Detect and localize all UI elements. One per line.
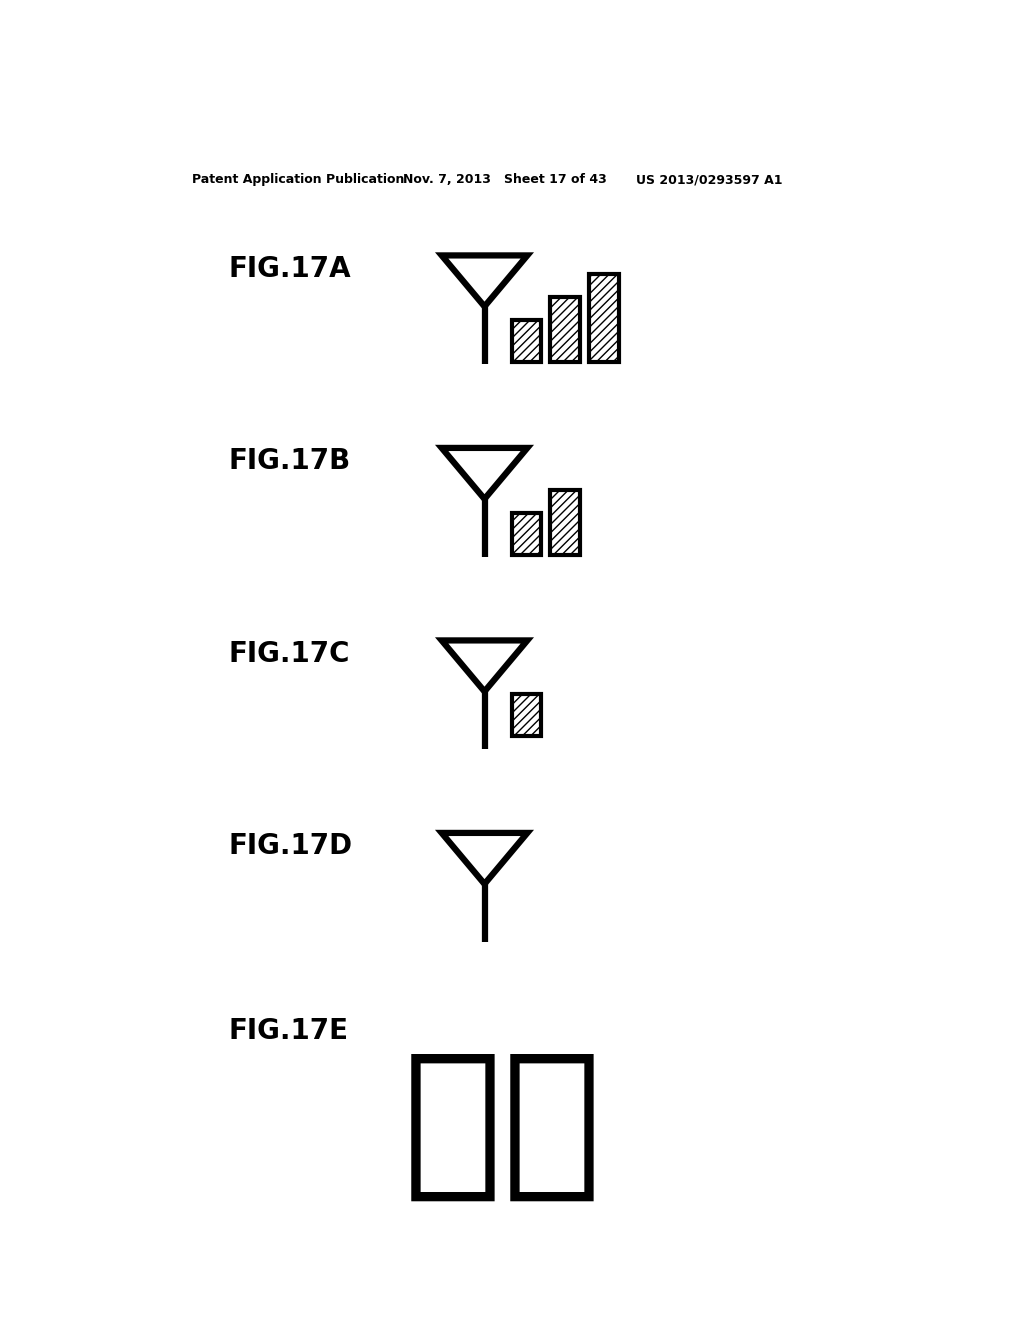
Text: FIG.17D: FIG.17D bbox=[228, 832, 353, 861]
Text: FIG.17B: FIG.17B bbox=[228, 447, 351, 475]
Text: FIG.17A: FIG.17A bbox=[228, 255, 351, 282]
Bar bbox=[512, 321, 541, 363]
Text: US 2013/0293597 A1: US 2013/0293597 A1 bbox=[636, 173, 782, 186]
Text: Patent Application Publication: Patent Application Publication bbox=[191, 173, 403, 186]
Bar bbox=[512, 512, 541, 554]
Text: 圈外: 圈外 bbox=[403, 1044, 603, 1206]
Text: FIG.17C: FIG.17C bbox=[228, 640, 350, 668]
Bar bbox=[512, 693, 541, 737]
Bar bbox=[550, 490, 580, 554]
Bar bbox=[550, 297, 580, 363]
Bar bbox=[589, 275, 618, 363]
Text: FIG.17E: FIG.17E bbox=[228, 1016, 349, 1045]
Text: Nov. 7, 2013   Sheet 17 of 43: Nov. 7, 2013 Sheet 17 of 43 bbox=[403, 173, 607, 186]
